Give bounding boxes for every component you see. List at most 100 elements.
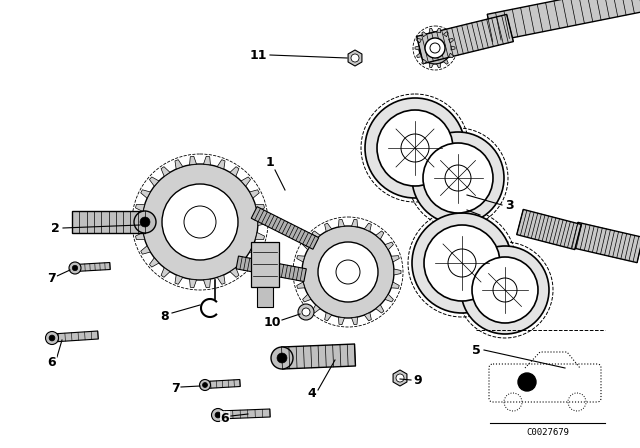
Polygon shape: [161, 167, 170, 176]
Polygon shape: [252, 207, 319, 249]
Text: 4: 4: [308, 387, 316, 400]
Circle shape: [215, 412, 221, 418]
Circle shape: [518, 373, 536, 391]
Polygon shape: [339, 317, 344, 325]
Circle shape: [298, 304, 314, 320]
Polygon shape: [230, 268, 239, 277]
Polygon shape: [52, 331, 99, 342]
Circle shape: [49, 335, 55, 341]
Polygon shape: [339, 220, 344, 227]
Text: 3: 3: [506, 198, 515, 211]
Polygon shape: [204, 279, 211, 288]
Circle shape: [419, 32, 451, 64]
Circle shape: [412, 213, 512, 313]
Polygon shape: [449, 39, 454, 43]
Circle shape: [200, 379, 211, 391]
Circle shape: [445, 165, 471, 191]
Text: 7: 7: [171, 382, 179, 395]
Circle shape: [412, 132, 504, 224]
Polygon shape: [205, 379, 240, 388]
Polygon shape: [141, 190, 150, 198]
Circle shape: [448, 249, 476, 277]
Polygon shape: [189, 279, 196, 288]
Circle shape: [45, 332, 58, 345]
Polygon shape: [312, 231, 320, 239]
Polygon shape: [218, 159, 225, 169]
Circle shape: [277, 353, 287, 363]
Polygon shape: [303, 242, 311, 250]
Polygon shape: [429, 63, 433, 68]
Circle shape: [396, 374, 404, 382]
Circle shape: [430, 43, 440, 53]
Circle shape: [202, 383, 207, 388]
Circle shape: [365, 98, 465, 198]
Polygon shape: [376, 305, 384, 313]
Polygon shape: [75, 263, 110, 271]
Polygon shape: [324, 313, 332, 321]
Polygon shape: [218, 409, 270, 419]
Bar: [251, 242, 279, 287]
Polygon shape: [258, 219, 266, 225]
Polygon shape: [324, 223, 332, 232]
Text: 10: 10: [263, 315, 281, 328]
Polygon shape: [417, 39, 422, 43]
Polygon shape: [149, 258, 159, 267]
Polygon shape: [436, 28, 440, 33]
Polygon shape: [303, 294, 311, 302]
Circle shape: [184, 206, 216, 238]
Text: 2: 2: [51, 221, 60, 234]
Polygon shape: [449, 53, 454, 58]
Polygon shape: [295, 269, 302, 275]
Polygon shape: [351, 220, 358, 227]
Circle shape: [425, 38, 445, 58]
Circle shape: [568, 393, 586, 411]
Circle shape: [142, 164, 258, 280]
Polygon shape: [236, 256, 307, 282]
Circle shape: [72, 265, 77, 271]
Circle shape: [461, 246, 549, 334]
Circle shape: [472, 257, 538, 323]
Polygon shape: [175, 159, 182, 169]
Circle shape: [377, 110, 453, 186]
Circle shape: [69, 262, 81, 274]
Polygon shape: [348, 50, 362, 66]
Polygon shape: [241, 177, 251, 186]
Polygon shape: [417, 14, 513, 64]
Circle shape: [140, 217, 150, 227]
Polygon shape: [385, 294, 394, 302]
Circle shape: [401, 134, 429, 162]
Bar: [257, 287, 273, 307]
Polygon shape: [422, 32, 427, 37]
Text: 7: 7: [47, 271, 56, 284]
Polygon shape: [72, 211, 145, 233]
Polygon shape: [255, 233, 264, 240]
Polygon shape: [204, 156, 211, 165]
Text: 8: 8: [161, 310, 170, 323]
Text: 9: 9: [413, 374, 422, 387]
Polygon shape: [189, 156, 196, 165]
Circle shape: [211, 409, 225, 422]
Polygon shape: [297, 256, 305, 262]
Polygon shape: [312, 305, 320, 313]
Polygon shape: [241, 258, 251, 267]
Polygon shape: [136, 204, 145, 211]
Polygon shape: [376, 231, 384, 239]
Text: 5: 5: [472, 344, 481, 357]
Circle shape: [504, 393, 522, 411]
Circle shape: [423, 143, 493, 213]
Text: 1: 1: [266, 155, 275, 168]
Circle shape: [302, 308, 310, 316]
Circle shape: [318, 242, 378, 302]
Polygon shape: [385, 242, 394, 250]
Polygon shape: [429, 28, 433, 33]
Polygon shape: [394, 269, 401, 275]
Circle shape: [336, 260, 360, 284]
Polygon shape: [282, 344, 355, 369]
Polygon shape: [250, 246, 259, 254]
Circle shape: [162, 184, 238, 260]
Polygon shape: [364, 223, 371, 232]
Polygon shape: [516, 209, 581, 250]
Polygon shape: [444, 59, 448, 64]
Polygon shape: [161, 268, 170, 277]
Text: C0027679: C0027679: [527, 427, 570, 436]
